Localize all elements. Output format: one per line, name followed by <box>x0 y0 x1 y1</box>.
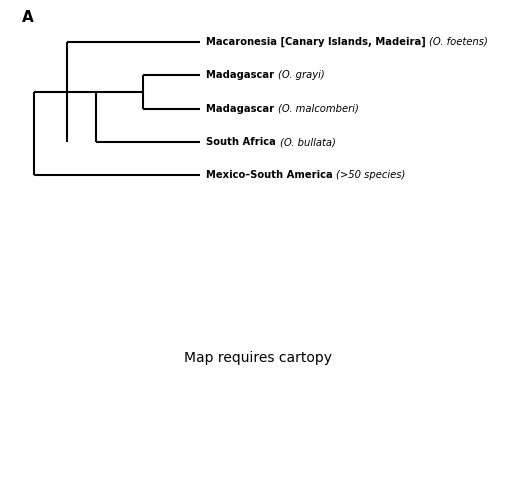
Text: (O. grayi): (O. grayi) <box>277 70 324 80</box>
Text: Map requires cartopy: Map requires cartopy <box>183 351 331 365</box>
Text: Madagascar: Madagascar <box>206 104 277 113</box>
Text: Macaronesia [Canary Islands, Madeira]: Macaronesia [Canary Islands, Madeira] <box>206 37 429 47</box>
Text: (O. malcomberi): (O. malcomberi) <box>277 104 358 113</box>
Text: South Africa: South Africa <box>206 137 279 147</box>
Text: (>50 species): (>50 species) <box>336 170 405 180</box>
Text: Madagascar: Madagascar <box>206 70 277 80</box>
Text: (O. bullata): (O. bullata) <box>279 137 335 147</box>
Text: A: A <box>22 10 34 25</box>
Text: (O. foetens): (O. foetens) <box>429 37 487 47</box>
Text: Mexico–South America: Mexico–South America <box>206 170 336 180</box>
